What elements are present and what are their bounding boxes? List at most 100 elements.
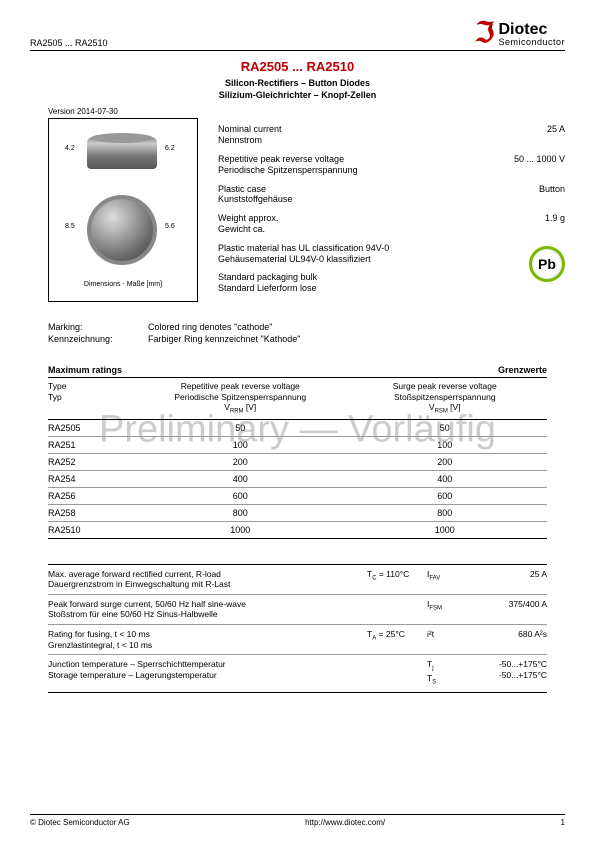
logo-text: Diotec Semiconductor [498,22,565,47]
marking-label-en: Marking: [48,322,148,334]
marking-text-en: Colored ring denotes "cathode" [148,322,300,334]
dim-8-5: 8.5 [65,223,75,230]
pb-free-badge-icon: Pb [529,246,565,282]
footer-copyright: © Diotec Semiconductor AG [30,818,130,827]
limit-cond: TC = 110°C [367,569,427,582]
marking-text-de: Farbiger Ring kennzeichnet "Kathode" [148,334,300,346]
spec-label-de: Gewicht ca. [218,224,278,235]
spec-nominal-current: Nominal current Nennstrom 25 A [218,124,565,146]
limit-desc-de: Grenzlastintegral, t < 10 ms [48,640,367,651]
col3-sym: VRSM [V] [343,402,548,416]
col2-sym: VRRM [V] [138,402,343,416]
spec-label: Weight approx. [218,213,278,224]
cell-vrsm: 1000 [343,525,548,535]
col-type-en: Type [48,381,138,391]
spec-label: Plastic material has UL classification 9… [218,243,389,254]
limit-cond: TA = 25°C [367,629,427,642]
limit-symbol: IFSM [427,599,467,613]
ratings-heading: Maximum ratings Grenzwerte [48,365,547,378]
spec-label-de: Periodische Spitzensperrspannung [218,165,358,176]
table-row: RA258800800 [48,505,547,522]
dimensions-drawing: 4.2 6.2 8.5 5.6 [57,127,189,277]
version-text: Version 2014-07-30 [48,107,565,116]
ratings-head-left: Maximum ratings [48,365,122,375]
spec-ul: Plastic material has UL classification 9… [218,243,565,265]
spec-value: 25 A [547,124,565,146]
spec-value: Button [539,184,565,206]
limit-value: 680 A²s [467,629,547,640]
table-row: RA25055050 [48,420,547,437]
footer-url: http://www.diotec.com/ [305,818,385,827]
limit-row-ifsm: Peak forward surge current, 50/60 Hz hal… [48,595,547,625]
cell-vrsm: 400 [343,474,548,484]
limit-symbol: i²t [427,629,467,640]
marking-block: Marking: Kennzeichnung: Colored ring den… [48,322,565,345]
footer-page-number: 1 [561,818,565,827]
cell-vrrm: 100 [138,440,343,450]
dim-4-2: 4.2 [65,145,75,152]
spec-value: 1.9 g [545,213,565,235]
spec-label-de: Gehäusematerial UL94V-0 klassifiziert [218,254,389,265]
spec-label: Nominal current [218,124,282,135]
cell-vrrm: 600 [138,491,343,501]
diode-side-view-icon [87,137,157,169]
header-part-range: RA2505 ... RA2510 [30,20,108,48]
spec-label: Plastic case [218,184,292,195]
limits-table: Max. average forward rectified current, … [48,564,547,693]
page-footer: © Diotec Semiconductor AG http://www.dio… [30,814,565,827]
limit-value: -50...+175°C -50...+175°C [467,659,547,680]
page-header: RA2505 ... RA2510 ℑ Diotec Semiconductor [30,20,565,51]
spec-label-de: Nennstrom [218,135,282,146]
title-sub-de: Silizium-Gleichrichter – Knopf-Zellen [30,90,565,102]
cell-vrsm: 100 [343,440,548,450]
dim-5-6: 5.6 [165,223,175,230]
cell-vrrm: 400 [138,474,343,484]
table-row: RA251100100 [48,437,547,454]
pb-label: Pb [538,256,556,272]
diode-top-view-icon [87,195,157,265]
limit-desc: Junction temperature – Sperrschichttempe… [48,659,367,670]
ratings-head-right: Grenzwerte [498,365,547,375]
limit-desc-de: Dauergrenzstrom in Einwegschaltung mit R… [48,579,367,590]
limit-desc-de: Stoßstrom für eine 50/60 Hz Sinus-Halbwe… [48,609,367,620]
cell-type: RA258 [48,508,138,518]
limit-desc: Rating for fusing, t < 10 ms [48,629,367,640]
cell-type: RA252 [48,457,138,467]
spec-vrrm: Repetitive peak reverse voltage Periodis… [218,154,565,176]
marking-label-de: Kennzeichnung: [48,334,148,346]
ratings-columns: Type Typ Repetitive peak reverse voltage… [48,378,547,419]
limit-desc: Max. average forward rectified current, … [48,569,367,580]
spec-label-de: Kunststoffgehäuse [218,194,292,205]
spec-packaging: Standard packaging bulk Standard Lieferf… [218,272,565,294]
limit-row-ifav: Max. average forward rectified current, … [48,565,547,595]
spec-label: Standard packaging bulk [218,272,317,283]
table-row: RA254400400 [48,471,547,488]
spec-label-de: Standard Lieferform lose [218,283,317,294]
col3-l1: Surge peak reverse voltage [343,381,548,391]
col-type-de: Typ [48,392,138,402]
cell-type: RA2510 [48,525,138,535]
cell-vrrm: 200 [138,457,343,467]
cell-vrsm: 600 [343,491,548,501]
logo-mark-icon: ℑ [475,20,495,48]
cell-type: RA251 [48,440,138,450]
brand-name: Diotec [498,22,565,38]
top-area: 4.2 6.2 8.5 5.6 Dimensions - Maße [mm] N… [30,118,565,302]
spec-label: Repetitive peak reverse voltage [218,154,358,165]
spec-weight: Weight approx. Gewicht ca. 1.9 g [218,213,565,235]
title-block: RA2505 ... RA2510 Silicon-Rectifiers – B… [30,59,565,101]
ratings-body: RA25055050RA251100100RA252200200RA254400… [30,420,565,539]
specs-list: Nominal current Nennstrom 25 A Repetitiv… [218,118,565,302]
cell-vrrm: 800 [138,508,343,518]
cell-type: RA2505 [48,423,138,433]
cell-vrrm: 50 [138,423,343,433]
col2-l1: Repetitive peak reverse voltage [138,381,343,391]
col2-l2: Periodische Spitzensperrspannung [138,392,343,402]
cell-vrsm: 200 [343,457,548,467]
col3-l2: Stoßspitzensperrspannung [343,392,548,402]
limit-value: 25 A [467,569,547,580]
limit-desc-de: Storage temperature – Lagerungstemperatu… [48,670,367,681]
spec-value: 50 ... 1000 V [514,154,565,176]
limit-symbol: Tj TS [427,659,467,687]
limit-symbol: IFAV [427,569,467,583]
